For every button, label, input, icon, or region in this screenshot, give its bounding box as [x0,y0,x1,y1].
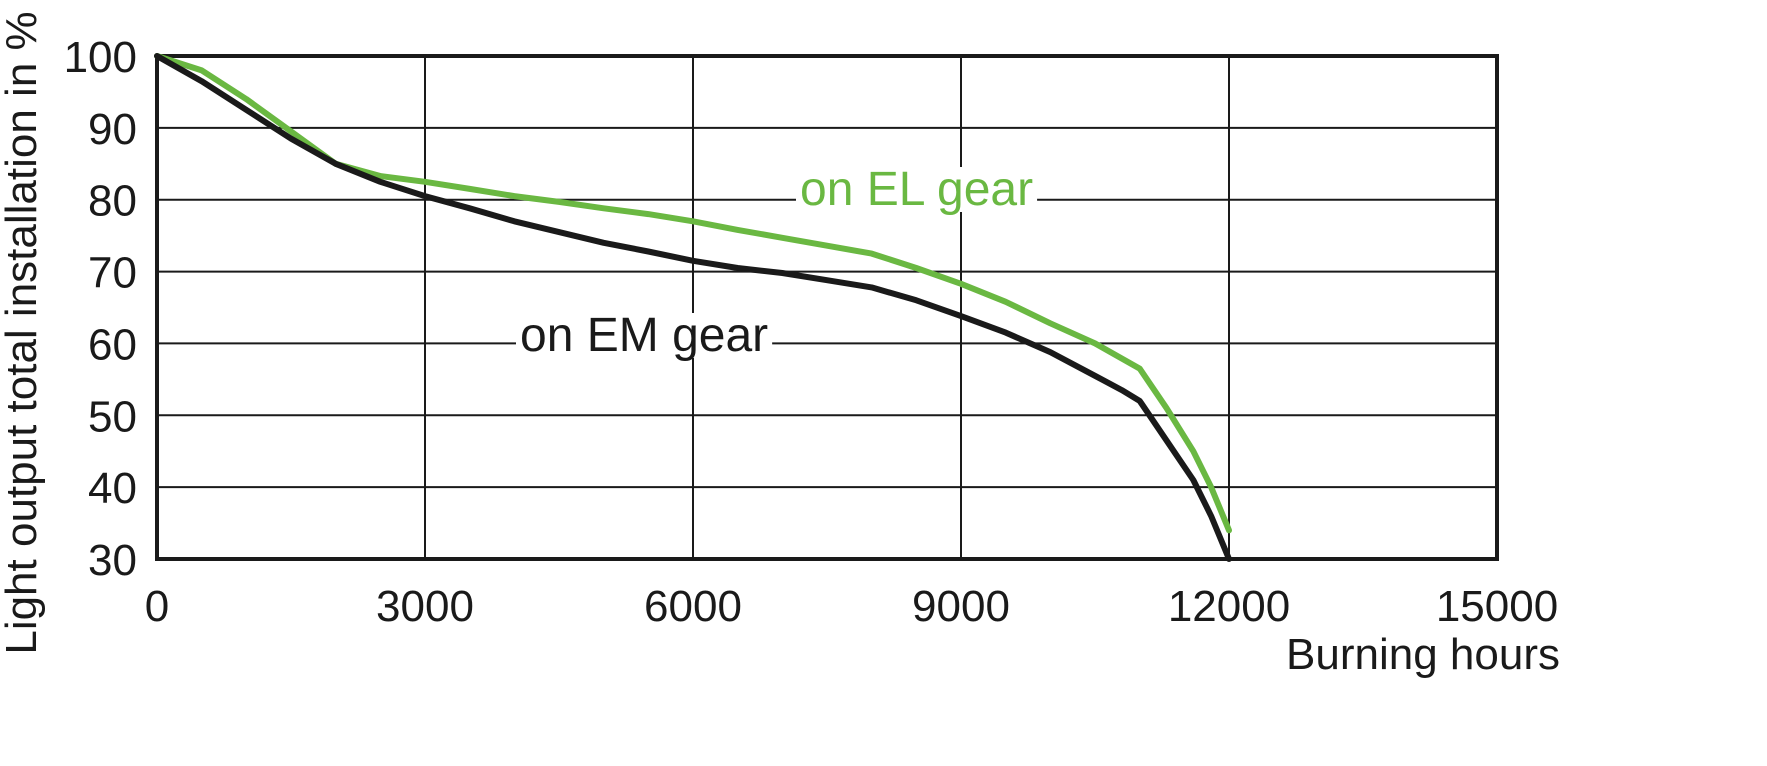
el-label-background [796,167,1038,212]
x-tick-label: 0 [145,582,169,631]
x-tick-label: 15000 [1436,582,1558,631]
em-label-background [516,313,773,358]
x-tick-label: 12000 [1168,582,1290,631]
y-tick-label: 70 [88,249,137,298]
plot-frame [155,54,1499,561]
x-tick-label: 3000 [376,582,474,631]
series-layer [154,53,1232,562]
grid [157,56,1497,559]
y-tick-labels: 30 40 50 60 70 80 90 100 [64,33,137,585]
x-tick-label: 9000 [912,582,1010,631]
series-line-em [154,53,1232,562]
y-tick-label: 100 [64,33,137,82]
y-tick-label: 90 [88,105,137,154]
series-label-em: on EM gear [520,309,768,362]
series-label-el: on EL gear [800,163,1033,216]
x-tick-label: 6000 [644,582,742,631]
y-tick-label: 80 [88,177,137,226]
x-axis-label: Burning hours [1286,630,1560,679]
y-tick-label: 40 [88,464,137,513]
y-tick-label: 30 [88,536,137,585]
y-axis-label: Light output total installation in % [0,11,46,654]
y-tick-label: 50 [88,392,137,441]
y-tick-label: 60 [88,320,137,369]
x-tick-labels: 0 3000 6000 9000 12000 15000 [145,582,1558,631]
